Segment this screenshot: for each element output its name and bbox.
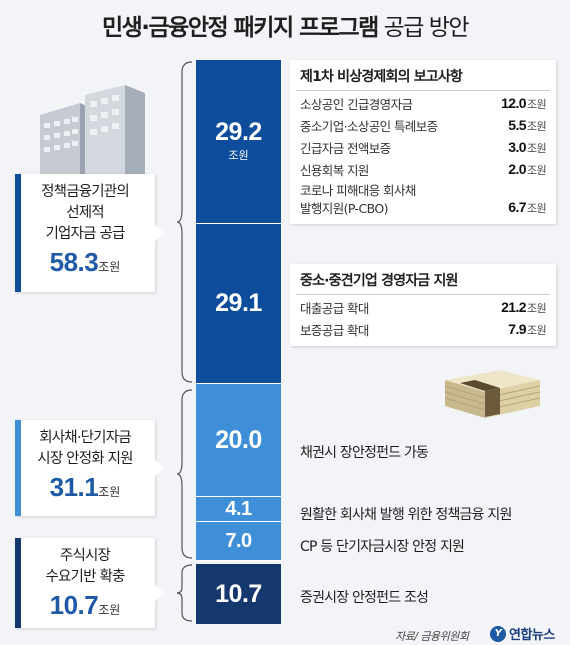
group-amount: 31.1조원 [15, 472, 155, 503]
segment-value: 10.7 [215, 579, 262, 608]
group-box-corporate-funding: 정책금융기관의 선제적 기업자금 공급 58.3조원 [15, 174, 155, 292]
detail-label: 소상공인 긴급경영자금 [300, 97, 413, 112]
detail-row: 신용회복 지원 2.0조원 [300, 159, 547, 181]
detail-panel-sme-funding: 중소·중견기업 경영자금 지원 대출공급 확대 21.2조원 보증공급 확대 7… [290, 264, 556, 346]
detail-label: 긴급자금 전액보증 [300, 141, 391, 156]
brace-group-2 [176, 389, 193, 559]
segment-value: 20.0 [215, 425, 262, 454]
detail-value: 12.0조원 [501, 94, 547, 114]
group-amount-unit: 조원 [98, 260, 121, 274]
segment-unit: 조원 [228, 149, 249, 162]
group-accent-bar [15, 538, 21, 628]
group-amount: 58.3조원 [15, 247, 155, 278]
segment-value: 29.2 [215, 118, 262, 146]
detail-value: 21.2조원 [501, 298, 547, 318]
panel-header: 중소·중견기업 경영자금 지원 [296, 264, 550, 295]
group-box-bond-market: 회사채·단기자금 시장 안정화 지원 31.1조원 [15, 420, 155, 516]
detail-panel-emergency-report: 제1차 비상경제회의 보고사항 소상공인 긴급경영자금 12.0조원 중소기업·… [290, 60, 556, 224]
detail-unit: 조원 [526, 202, 547, 215]
detail-unit: 조원 [526, 324, 547, 337]
detail-unit: 조원 [526, 120, 547, 133]
desc-cp-support: CP 등 단기자금시장 안정 지원 [300, 539, 465, 555]
group-amount-value: 10.7 [49, 590, 99, 620]
segment-29-1: 29.1 [196, 224, 281, 384]
detail-number: 2.0 [508, 161, 526, 177]
money-stack-illustration [444, 370, 541, 418]
detail-label: 신용회복 지원 [300, 163, 369, 178]
detail-number: 7.9 [508, 321, 526, 337]
segment-value: 29.1 [215, 289, 262, 317]
group-arrow-2 [155, 460, 165, 476]
detail-label: 대출공급 확대 [300, 301, 369, 316]
group-arrow-3 [155, 585, 165, 601]
detail-value: 5.5조원 [508, 116, 546, 136]
group-amount-value: 58.3 [49, 247, 99, 277]
segment-4-1: 4.1 [196, 497, 281, 522]
detail-unit: 조원 [526, 302, 547, 315]
group-amount-unit: 조원 [98, 603, 121, 617]
detail-row: 중소기업·소상공인 특례보증 5.5조원 [300, 115, 547, 137]
detail-label: 보증공급 확대 [300, 323, 369, 338]
segment-7-0: 7.0 [196, 522, 281, 561]
detail-unit: 조원 [526, 164, 547, 177]
segment-value: 7.0 [225, 530, 252, 552]
detail-row: 코로나 피해대응 회사채 발행지원(P-CBO) 6.7조원 [300, 181, 547, 219]
desc-policy-finance: 원활한 회사채 발행 위한 정책금융 지원 [300, 507, 512, 523]
desc-stock-fund: 증권시장 안정펀드 조성 [300, 590, 429, 606]
segment-value: 4.1 [225, 498, 252, 520]
desc-bond-fund: 채권시 장안정펀드 가동 [300, 445, 429, 461]
detail-row: 대출공급 확대 21.2조원 [300, 297, 547, 319]
detail-label: 중소기업·소상공인 특례보증 [300, 119, 438, 134]
group-amount-unit: 조원 [98, 485, 121, 499]
detail-row: 긴급자금 전액보증 3.0조원 [300, 137, 547, 159]
detail-number: 21.2 [501, 299, 526, 315]
page-title: 민생·금융안정 패키지 프로그램 공급 방안 [0, 8, 570, 42]
group-accent-bar [15, 420, 21, 516]
title-sub: 공급 방안 [383, 15, 470, 41]
detail-number: 3.0 [508, 139, 526, 155]
segment-20-0: 20.0 [196, 384, 281, 497]
detail-value: 7.9조원 [508, 320, 546, 340]
detail-unit: 조원 [526, 98, 547, 111]
buildings-illustration [40, 85, 145, 175]
group-name: 회사채·단기자금 시장 안정화 지원 [37, 430, 133, 467]
panel-header: 제1차 비상경제회의 보고사항 [296, 60, 550, 91]
group-name: 정책금융기관의 선제적 기업자금 공급 [41, 184, 130, 242]
title-main: 민생·금융안정 패키지 프로그램 [101, 15, 379, 41]
detail-number: 12.0 [501, 95, 526, 111]
group-amount-value: 31.1 [49, 472, 99, 502]
detail-number: 6.7 [508, 199, 526, 215]
brace-group-3 [176, 564, 193, 622]
detail-unit: 조원 [526, 142, 547, 155]
detail-label: 코로나 피해대응 회사채 발행지원(P-CBO) [300, 183, 416, 216]
group-amount: 10.7조원 [15, 590, 155, 621]
yonhap-logo-icon: Y [490, 625, 506, 642]
yonhap-logo: Y 연합뉴스 [490, 624, 555, 643]
detail-value: 2.0조원 [508, 160, 546, 180]
source-note: 자료/ 금융위원회 [395, 630, 469, 643]
group-name: 주식시장 수요기반 확충 [45, 548, 125, 585]
brace-group-1 [176, 61, 193, 383]
detail-row: 소상공인 긴급경영자금 12.0조원 [300, 93, 547, 115]
panel-items: 소상공인 긴급경영자금 12.0조원 중소기업·소상공인 특례보증 5.5조원 … [290, 91, 556, 219]
panel-items: 대출공급 확대 21.2조원 보증공급 확대 7.9조원 [290, 295, 556, 341]
group-box-stock-market: 주식시장 수요기반 확충 10.7조원 [15, 538, 155, 628]
group-accent-bar [15, 174, 21, 292]
group-arrow-1 [155, 225, 165, 241]
logo-text: 연합뉴스 [509, 628, 555, 643]
detail-value: 6.7조원 [508, 198, 546, 218]
segment-10-7: 10.7 [196, 564, 281, 624]
detail-number: 5.5 [508, 117, 526, 133]
detail-row: 보증공급 확대 7.9조원 [300, 319, 547, 341]
segment-29-2: 29.2 조원 [196, 60, 281, 224]
detail-value: 3.0조원 [508, 138, 546, 158]
